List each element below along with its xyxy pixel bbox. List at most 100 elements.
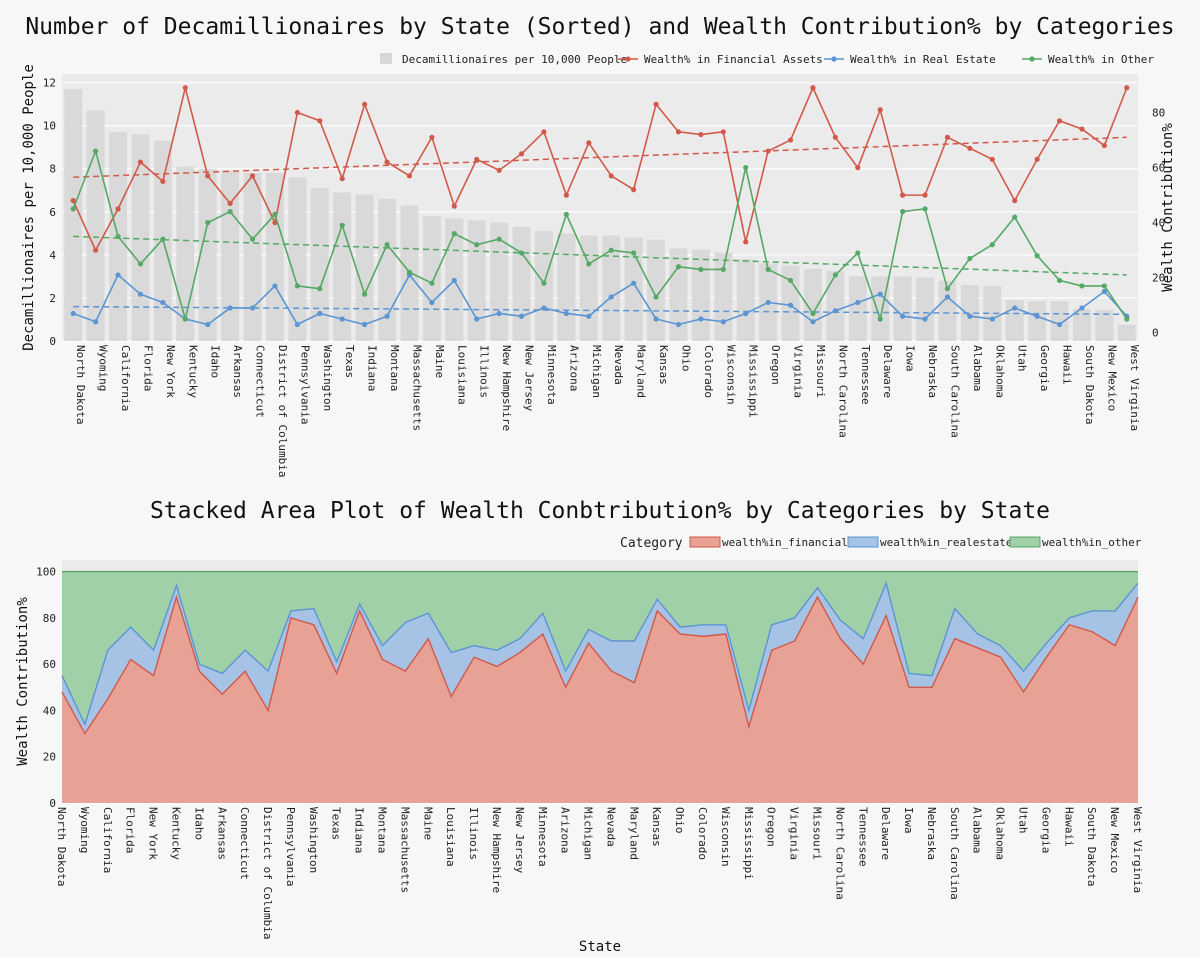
bar-north-carolina <box>826 271 845 341</box>
bar-maine <box>422 216 441 341</box>
point-realestate-district-of-columbia <box>272 283 278 289</box>
line-realestate <box>61 580 1139 727</box>
bar-district-of-columbia <box>265 173 284 341</box>
legend-marker-financial <box>625 56 631 62</box>
point-financial-colorado <box>698 131 704 138</box>
trend-line-other <box>73 235 1127 276</box>
point-realestate-north-dakota <box>70 310 76 317</box>
chart-title-bottom: Stacked Area Plot of Wealth Conbtributio… <box>150 498 1050 524</box>
x-tick-label: Oklahoma <box>994 807 1007 860</box>
x-tick-label: Connecticut <box>254 345 267 418</box>
point-realestate-wyoming <box>93 319 99 325</box>
point-realestate-alabama <box>967 313 973 319</box>
x-tick-label: South Carolina <box>948 345 961 438</box>
area-other <box>62 571 1138 725</box>
y2-tick-label: 60 <box>1152 162 1165 175</box>
point-other-nebraska <box>922 206 928 212</box>
x-tick-label: Delaware <box>879 807 892 860</box>
point-other-north-dakota <box>70 206 76 212</box>
x-tick-label: California <box>119 345 132 411</box>
point-realestate-california <box>115 272 121 278</box>
point-financial-new-hampshire <box>496 167 502 173</box>
point-other-maine <box>429 280 435 286</box>
point-other-nevada <box>608 247 614 253</box>
point-other-wyoming <box>93 148 99 154</box>
legend-label-realestate: wealth%in_realestate <box>880 536 1012 549</box>
x-tick-label: Georgia <box>1039 807 1052 853</box>
bar-georgia <box>1028 301 1047 341</box>
bar-south-carolina <box>938 280 957 341</box>
point-other-virginia <box>787 277 794 284</box>
point-financial-north-carolina <box>832 134 838 140</box>
x-tick-label: Wisconsin <box>724 345 737 405</box>
legend-label-bars: Decamillionaires per 10,000 People <box>402 53 627 66</box>
point-other-west-virginia <box>1124 316 1130 322</box>
point-realestate-nebraska <box>922 316 928 322</box>
point-financial-mississippi <box>743 239 749 245</box>
point-financial-florida <box>137 159 144 165</box>
bar-florida <box>131 134 150 341</box>
point-realestate-south-carolina <box>944 294 951 300</box>
x-tick-label: West Virginia <box>1131 807 1144 893</box>
combo-chart: 0 2 4 6 8 10 12 0 20 40 60 80 Decamillionaires per 1… <box>21 53 1176 477</box>
point-financial-wyoming <box>93 247 99 253</box>
bar-hawaii <box>1050 301 1069 341</box>
point-realestate-ohio <box>675 321 682 328</box>
x-tick-label: District of Columbia <box>276 345 289 477</box>
point-realestate-tennessee <box>855 299 861 306</box>
point-financial-illinois <box>474 156 480 162</box>
point-other-georgia <box>1034 253 1040 259</box>
legend-swatch-financial <box>689 536 721 548</box>
point-financial-district-of-columbia <box>272 220 278 226</box>
point-other-oklahoma <box>989 242 995 248</box>
point-financial-texas <box>339 175 345 182</box>
point-realestate-new-york <box>160 299 166 306</box>
point-financial-virginia <box>787 137 794 143</box>
point-realestate-colorado <box>698 316 704 322</box>
x-tick-label: Washington <box>307 807 320 873</box>
series-line-other <box>72 148 1128 323</box>
bar-oklahoma <box>983 286 1002 341</box>
point-other-hawaii <box>1056 277 1063 284</box>
x-tick-label: California <box>101 807 114 873</box>
point-other-louisiana <box>451 231 457 237</box>
point-financial-ohio <box>675 129 682 135</box>
x-tick-label: Arkansas <box>231 345 244 398</box>
y2-tick-label: 40 <box>1152 217 1165 230</box>
x-tick-label: Hawaii <box>1062 807 1075 847</box>
bar-texas <box>333 192 352 341</box>
legend-label-realestate: Wealth% in Real Estate <box>850 53 996 66</box>
x-tick-label: South Dakota <box>1083 345 1096 424</box>
x-tick-label: Oregon <box>769 345 782 385</box>
legend-label-other: wealth%in_other <box>1042 536 1142 549</box>
point-other-tennessee <box>855 250 861 256</box>
point-realestate-pennsylvania <box>294 321 300 328</box>
point-realestate-connecticut <box>249 305 256 311</box>
point-realestate-new-hampshire <box>496 310 502 317</box>
x-tick-label: New York <box>164 345 177 398</box>
point-other-south-carolina <box>944 286 951 292</box>
legend-swatch-bars <box>380 53 392 64</box>
bar-iowa <box>893 276 912 341</box>
point-financial-arkansas <box>227 200 233 206</box>
point-other-utah <box>1012 214 1018 220</box>
point-financial-arizona <box>563 192 569 198</box>
point-financial-west-virginia <box>1124 85 1130 91</box>
point-other-connecticut <box>249 236 256 242</box>
y-tick-label: 0 <box>49 797 56 810</box>
point-other-minnesota <box>541 280 547 286</box>
point-financial-utah <box>1012 198 1018 204</box>
y2-tick-label: 20 <box>1152 272 1165 285</box>
x-tick-label: Kentucky <box>186 345 199 398</box>
point-other-new-mexico <box>1101 283 1107 289</box>
y2-axis-title: Wealth Contribution% <box>1160 123 1176 292</box>
legend-marker-realestate <box>831 56 837 62</box>
x-tick-label: Colorado <box>696 807 709 860</box>
point-realestate-hawaii <box>1056 321 1063 328</box>
x-tick-label: Kansas <box>650 807 663 847</box>
point-other-delaware <box>877 316 883 322</box>
y-tick-label: 8 <box>49 163 56 176</box>
point-financial-north-dakota <box>70 198 76 204</box>
point-financial-oregon <box>765 148 771 154</box>
